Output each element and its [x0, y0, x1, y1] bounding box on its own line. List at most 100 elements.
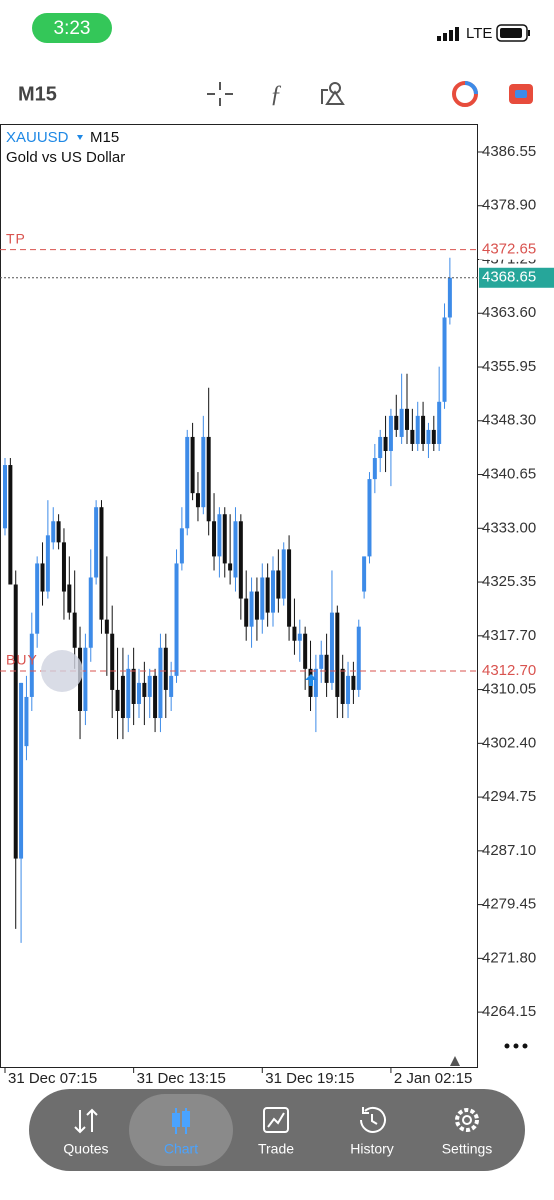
tab-icon[interactable]	[455, 1108, 479, 1132]
icon	[263, 1107, 289, 1133]
candle-body	[265, 577, 270, 613]
candle-body	[19, 682, 24, 859]
objects-icon[interactable]	[321, 82, 345, 105]
tab-icon[interactable]	[74, 1108, 98, 1134]
active-tab-bg	[129, 1094, 233, 1166]
candle-body	[405, 408, 409, 430]
indicators-icon[interactable]: ƒ	[270, 82, 282, 108]
x-tick-label: 31 Dec 19:15	[265, 1070, 354, 1087]
candle-body	[61, 542, 66, 592]
candle-body	[281, 549, 286, 599]
candle-body	[174, 563, 179, 676]
icon	[74, 1108, 98, 1134]
candle-body	[238, 521, 243, 599]
tab-label[interactable]: Settings	[442, 1141, 493, 1157]
y-tick-label: 4279.45	[482, 896, 536, 913]
candle-body	[131, 668, 136, 704]
candle-body	[179, 528, 184, 564]
candle-body	[40, 563, 45, 592]
candle-body	[29, 633, 34, 697]
candle-body	[260, 577, 265, 620]
candle-body	[399, 408, 404, 437]
candle-body	[153, 675, 158, 719]
candle-body	[163, 647, 168, 690]
tab-label[interactable]: Trade	[258, 1141, 294, 1157]
icon	[172, 1113, 180, 1127]
y-tick-label: 4317.70	[482, 627, 536, 644]
tab-icon[interactable]	[360, 1106, 386, 1133]
price-box	[479, 267, 554, 288]
candle-body	[421, 415, 426, 444]
candle-body	[319, 654, 324, 669]
tab-label[interactable]: Quotes	[63, 1141, 108, 1157]
chart-timeframe: M15	[90, 129, 119, 146]
candle-body	[303, 633, 308, 669]
candle-body	[447, 277, 452, 318]
candle-body	[195, 493, 200, 508]
candle-body	[56, 521, 61, 543]
candle-body	[324, 654, 329, 683]
y-tick-label: 4264.15	[482, 1003, 536, 1020]
candle-body	[233, 521, 238, 578]
tabs: Quotes Chart Trade History Settings	[63, 1094, 492, 1166]
candle-body	[372, 458, 377, 480]
candle-body	[147, 675, 152, 697]
account-icon[interactable]	[452, 81, 478, 107]
icon	[267, 1112, 285, 1128]
trade-icon[interactable]	[509, 84, 533, 104]
level-name: TP	[6, 230, 26, 246]
candle-body	[185, 436, 190, 529]
candle-body	[99, 507, 104, 620]
time-pill	[32, 13, 112, 43]
y-tick-label: 4294.75	[482, 788, 536, 805]
icon	[182, 1111, 190, 1127]
candle-body	[217, 514, 222, 557]
toolbar-timeframe[interactable]: M15	[18, 83, 57, 105]
y-tick-label: 4378.90	[482, 197, 536, 214]
symbol[interactable]: XAUUSD	[6, 129, 69, 146]
candle-body	[137, 682, 141, 704]
price-box	[479, 239, 554, 260]
candle-body	[442, 317, 447, 402]
candle-body	[249, 591, 254, 627]
candle-body	[228, 563, 233, 571]
candle-body	[120, 675, 125, 719]
battery-icon	[496, 24, 530, 42]
candle-body	[346, 675, 351, 704]
chart[interactable]: 4386.554378.904371.254363.604355.954348.…	[0, 143, 554, 1087]
more-icon[interactable]	[504, 1043, 528, 1049]
x-tick-label: 2 Jan 02:15	[394, 1070, 472, 1087]
candle-body	[94, 507, 99, 578]
candle-body	[190, 436, 195, 494]
y-tick-label: 4271.80	[482, 949, 536, 966]
candle-body	[158, 647, 163, 719]
candle-body	[142, 682, 147, 697]
crosshair-icon[interactable]	[207, 82, 233, 106]
tab-icon[interactable]	[263, 1107, 289, 1133]
candle-body	[367, 479, 372, 557]
tab-bar	[29, 1089, 525, 1171]
candle-body	[271, 570, 275, 613]
candle-body	[206, 436, 211, 522]
candle-body	[88, 577, 93, 648]
candle-body	[437, 401, 442, 444]
y-tick-label: 4325.35	[482, 573, 536, 590]
candle-body	[426, 429, 431, 444]
candle-body	[383, 436, 388, 451]
buy-arrow	[305, 674, 317, 686]
candle-body	[340, 668, 345, 704]
candle-body	[378, 436, 383, 459]
candle-body	[297, 633, 302, 641]
candle-body	[67, 584, 72, 613]
tab-icon[interactable]	[172, 1108, 190, 1134]
tab-label[interactable]: Chart	[164, 1141, 198, 1157]
candle-body	[83, 647, 88, 712]
price-label: 4368.65	[482, 269, 536, 286]
symbol-dropdown[interactable]	[77, 135, 83, 140]
candle-body	[362, 556, 367, 592]
x-tick-label: 31 Dec 13:15	[137, 1070, 226, 1087]
scroll-marker	[450, 1056, 460, 1066]
tab-label[interactable]: History	[350, 1141, 394, 1157]
status-time: 3:23	[54, 18, 91, 39]
candle-body	[169, 675, 174, 697]
